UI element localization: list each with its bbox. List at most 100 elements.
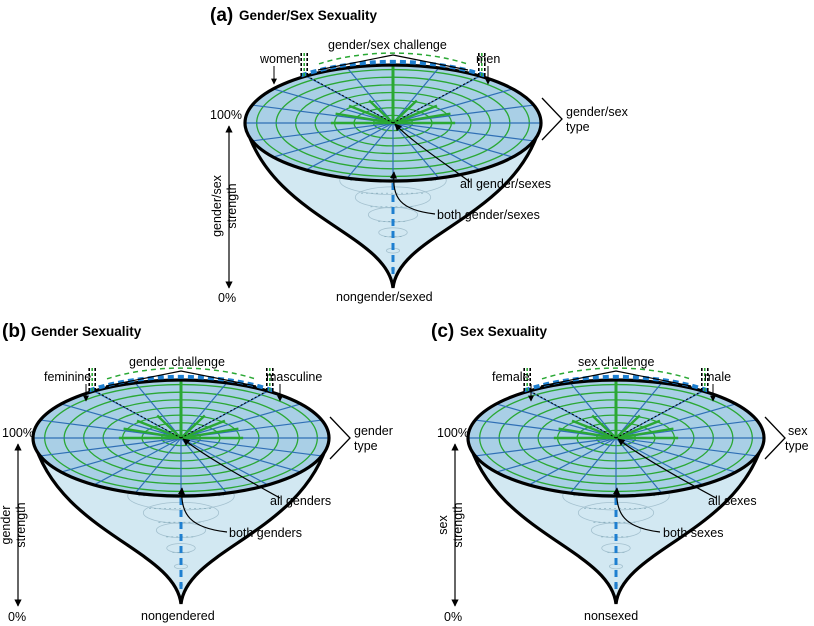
type-bracket bbox=[329, 416, 351, 460]
type-disk-rim bbox=[466, 378, 766, 498]
type-spoke bbox=[346, 122, 394, 179]
right-end-label: male bbox=[704, 370, 731, 384]
all-pointer bbox=[182, 438, 281, 499]
panel-title: Gender/Sex Sexuality bbox=[239, 8, 378, 23]
center-fan bbox=[615, 414, 641, 439]
type-spoke bbox=[61, 437, 182, 473]
challenge-band bbox=[106, 367, 256, 380]
top-percent: 100% bbox=[210, 108, 242, 122]
center-fan bbox=[180, 427, 239, 440]
both-pointer bbox=[177, 487, 228, 533]
panel-c: (c) Sex Sexuality sex challenge female m… bbox=[431, 321, 809, 624]
type-spoke bbox=[180, 437, 322, 457]
center-fan bbox=[123, 427, 182, 440]
type-spoke bbox=[273, 122, 394, 158]
panel-tag: (c) bbox=[431, 321, 454, 342]
type-spoke bbox=[615, 382, 663, 439]
cone-outline bbox=[466, 437, 766, 605]
type-spoke bbox=[615, 437, 757, 457]
type-spoke bbox=[392, 122, 481, 171]
center-fan bbox=[180, 414, 206, 439]
type-spoke bbox=[392, 122, 513, 158]
type-spoke bbox=[305, 122, 394, 171]
bottom-percent: 0% bbox=[218, 291, 236, 305]
strength-label-line2: strength bbox=[225, 183, 239, 228]
type-disk-rim bbox=[31, 378, 331, 498]
type-spoke bbox=[61, 403, 182, 439]
type-spoke bbox=[475, 437, 617, 457]
challenge-band bbox=[88, 374, 274, 393]
type-label-line1: gender bbox=[354, 424, 393, 438]
center-fan bbox=[392, 99, 418, 124]
challenge-band bbox=[318, 52, 468, 65]
left-end-label: feminine bbox=[44, 370, 91, 384]
type-label-line2: type bbox=[354, 439, 378, 453]
top-percent: 100% bbox=[2, 426, 34, 440]
type-spoke bbox=[134, 437, 182, 494]
type-spoke bbox=[392, 67, 440, 124]
cone-outline bbox=[31, 437, 331, 605]
bottom-label: nonsexed bbox=[584, 609, 638, 623]
type-spoke bbox=[569, 437, 617, 494]
type-label-line1: gender/sex bbox=[566, 105, 629, 119]
center-fan bbox=[348, 104, 394, 125]
type-spoke bbox=[180, 382, 228, 439]
center-fan bbox=[335, 112, 394, 125]
left-end-label: women bbox=[259, 52, 300, 66]
challenge-band bbox=[523, 374, 709, 393]
all-label: all gender/sexes bbox=[460, 177, 551, 191]
type-spoke bbox=[615, 403, 736, 439]
type-spoke bbox=[615, 437, 663, 494]
type-spoke bbox=[392, 122, 534, 142]
type-label-line2: type bbox=[785, 439, 809, 453]
challenge-bracket bbox=[540, 370, 692, 387]
panel-title: Gender Sexuality bbox=[31, 324, 142, 339]
cone-body bbox=[466, 367, 766, 605]
both-label: both genders bbox=[229, 526, 302, 540]
type-spoke bbox=[180, 437, 301, 473]
type-spoke bbox=[392, 88, 513, 124]
panel-a: (a) Gender/Sex Sexuality gender/sex chal… bbox=[210, 5, 629, 305]
all-pointer bbox=[394, 123, 471, 183]
bottom-percent: 0% bbox=[8, 610, 26, 624]
type-bracket bbox=[541, 97, 563, 141]
center-fan bbox=[615, 419, 661, 440]
cone-body bbox=[31, 367, 331, 605]
type-spoke bbox=[180, 403, 301, 439]
type-spoke bbox=[346, 67, 394, 124]
center-fan bbox=[368, 99, 394, 124]
cone-body bbox=[243, 52, 543, 289]
type-spoke bbox=[569, 382, 617, 439]
center-fan bbox=[156, 414, 182, 439]
center-fan bbox=[392, 104, 438, 125]
type-disk-rim bbox=[243, 63, 543, 183]
center-fan bbox=[558, 427, 617, 440]
bottom-label: nongendered bbox=[141, 609, 215, 623]
center-fan bbox=[180, 419, 226, 440]
challenge-label: sex challenge bbox=[578, 355, 654, 369]
type-spoke bbox=[392, 122, 440, 179]
bottom-percent: 0% bbox=[444, 610, 462, 624]
panel-tag: (b) bbox=[2, 321, 26, 342]
challenge-bracket bbox=[105, 370, 257, 387]
strength-label-line1: sex bbox=[436, 515, 450, 535]
center-fan bbox=[591, 414, 617, 439]
cone-outline bbox=[243, 122, 543, 289]
panel-b: (b) Gender Sexuality gender challenge fe… bbox=[0, 321, 393, 624]
center-fan bbox=[571, 419, 617, 440]
type-label-line2: type bbox=[566, 120, 590, 134]
center-fan bbox=[615, 427, 674, 440]
both-label: both sexes bbox=[663, 526, 723, 540]
panel-title: Sex Sexuality bbox=[460, 324, 548, 339]
type-spoke bbox=[40, 437, 182, 457]
both-label: both gender/sexes bbox=[437, 208, 540, 222]
type-spoke bbox=[180, 437, 228, 494]
challenge-bracket bbox=[317, 54, 469, 71]
right-end-label: men bbox=[476, 52, 500, 66]
strength-label-line1: gender/sex bbox=[210, 174, 224, 237]
type-spoke bbox=[134, 382, 182, 439]
top-percent: 100% bbox=[437, 426, 469, 440]
right-end-label: masculine bbox=[266, 370, 322, 384]
bottom-label: nongender/sexed bbox=[336, 290, 433, 304]
